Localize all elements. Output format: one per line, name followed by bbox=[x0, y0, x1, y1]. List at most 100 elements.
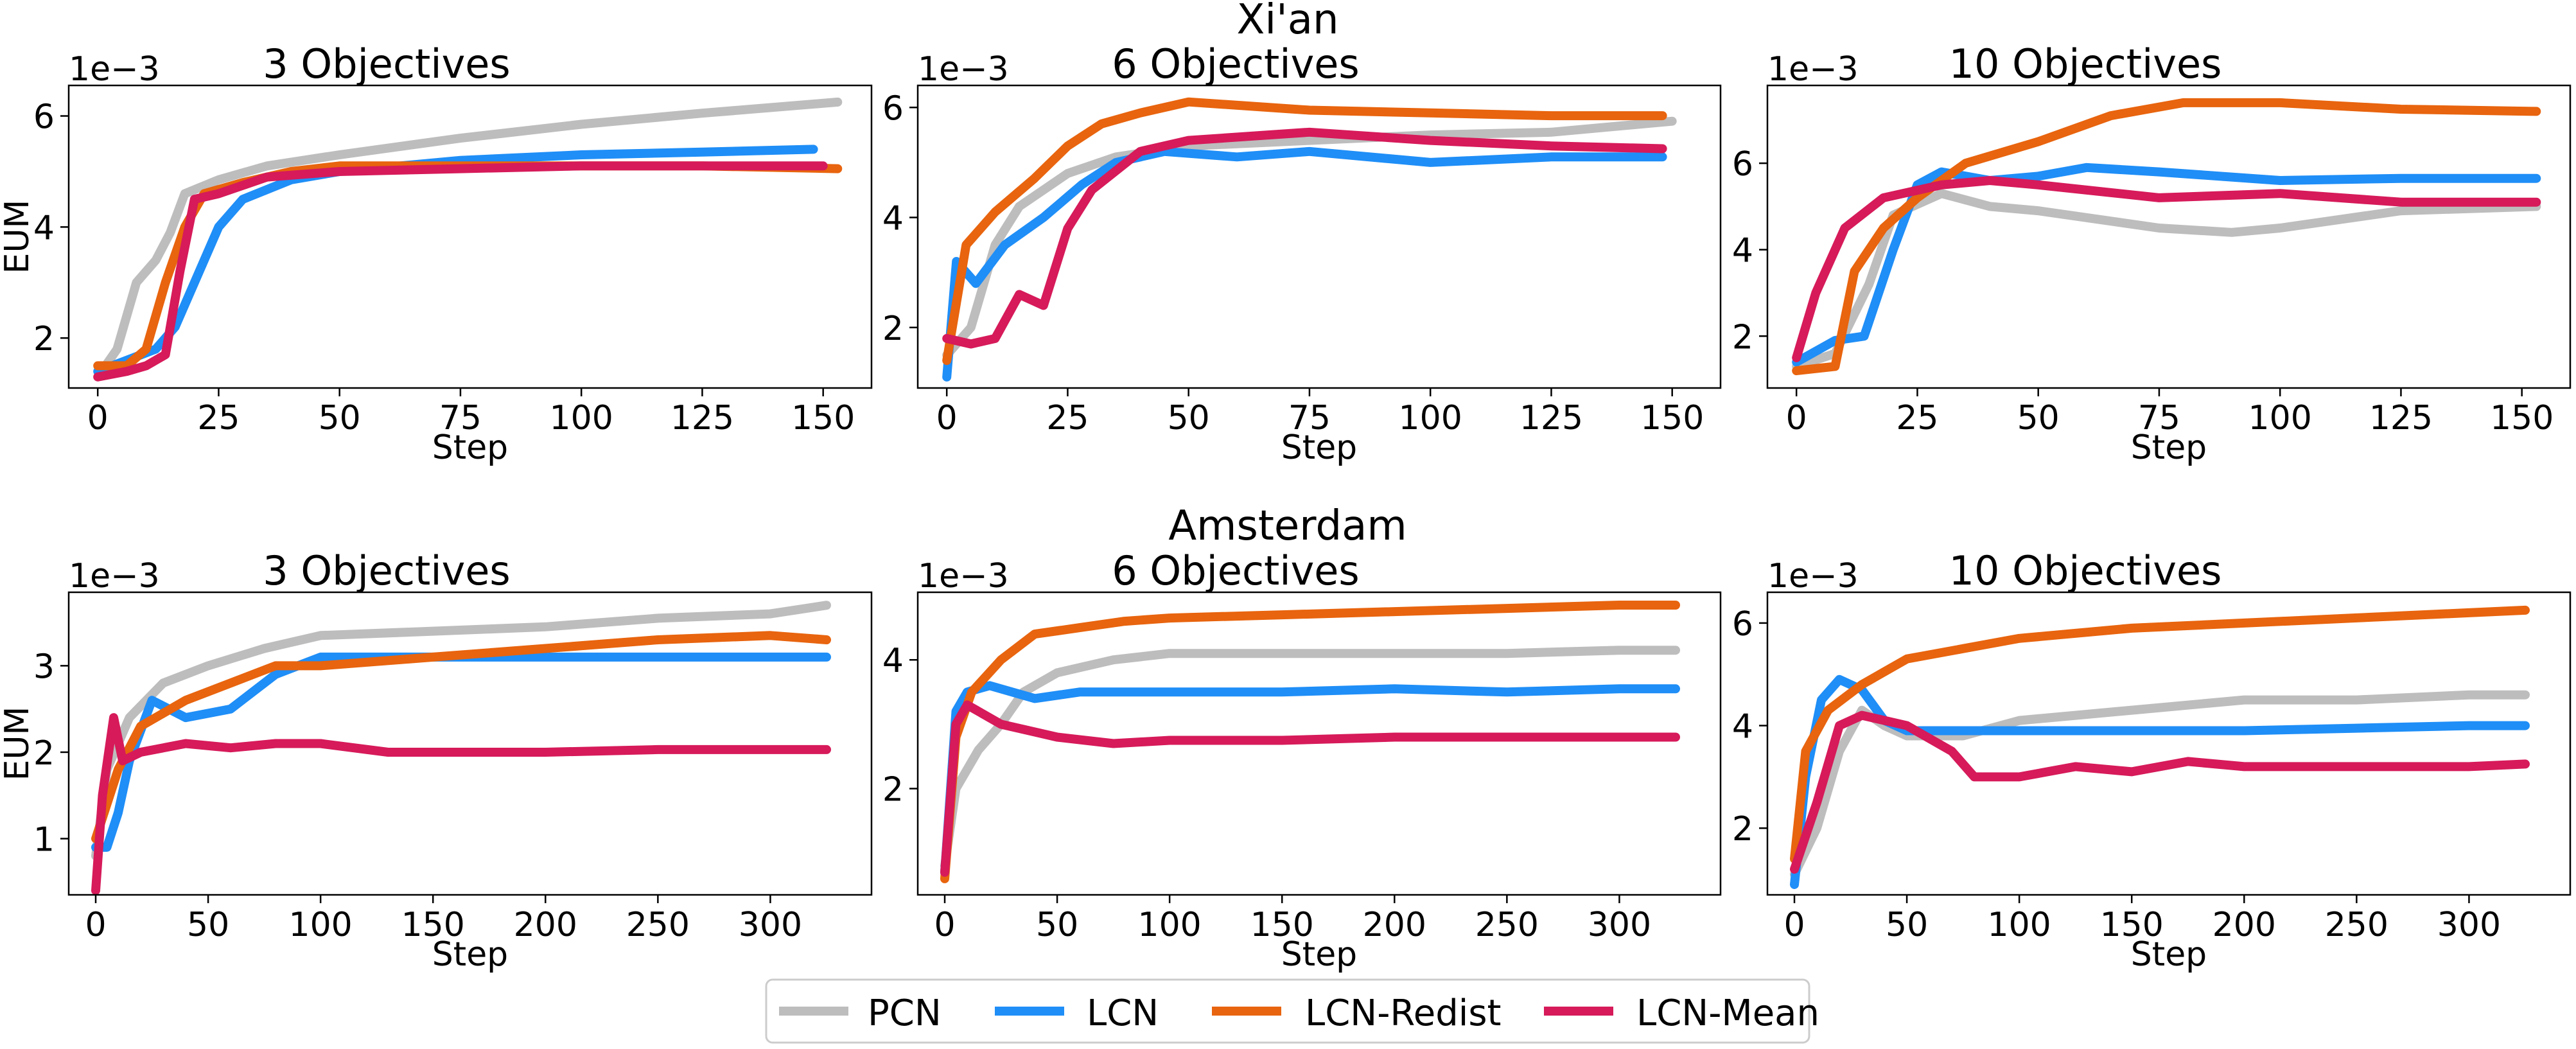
x-tick-label: 300 bbox=[1588, 906, 1651, 944]
subplot-amsterdam-3-objectives: 0 50 100 150 200 250 300 1 2 3 1e−3 3 Objectives Ste… bbox=[0, 547, 873, 974]
series-line-lcn-mean bbox=[1790, 710, 2530, 874]
subplot-amsterdam-6-objectives: 0 50 100 150 200 250 300 2 4 1e−3 6 Objectives Step bbox=[882, 547, 1722, 974]
y-tick-label: 2 bbox=[33, 320, 55, 358]
legend-label-lcn-redist: LCN-Redist bbox=[1305, 992, 1501, 1034]
x-tick-label: 50 bbox=[1886, 906, 1928, 944]
axes-frame bbox=[67, 591, 873, 896]
subplot-title: 3 Objectives bbox=[263, 40, 510, 87]
axis-scale-label: 1e−3 bbox=[1767, 557, 1859, 595]
x-tick-label: 125 bbox=[1520, 399, 1583, 437]
x-tick-label: 150 bbox=[1250, 906, 1314, 944]
x-tick-label: 100 bbox=[2248, 399, 2312, 437]
x-tick-label: 125 bbox=[670, 399, 734, 437]
series-line-lcn-mean bbox=[93, 161, 828, 382]
x-tick-label: 250 bbox=[626, 906, 690, 944]
subplot-title: 6 Objectives bbox=[1112, 547, 1359, 594]
x-tick-label: 150 bbox=[2100, 906, 2164, 944]
series-line-lcn-redist bbox=[942, 97, 1667, 366]
x-tick-label: 75 bbox=[1288, 399, 1331, 437]
series-line-lcn bbox=[91, 652, 831, 852]
y-tick-label: 6 bbox=[882, 89, 904, 128]
x-tick-label: 300 bbox=[2437, 906, 2501, 944]
axis-scale-label: 1e−3 bbox=[918, 557, 1009, 595]
x-tick-label: 100 bbox=[289, 906, 353, 944]
y-tick-label: 2 bbox=[33, 734, 55, 773]
x-tick-label: 150 bbox=[2490, 399, 2554, 437]
axes-frame bbox=[1766, 84, 2572, 389]
series-line-pcn bbox=[1792, 189, 2541, 371]
axis-scale-label: 1e−3 bbox=[69, 557, 160, 595]
series-line-pcn bbox=[91, 601, 831, 861]
series-line-lcn-redist bbox=[1790, 605, 2530, 864]
x-tick-label: 75 bbox=[439, 399, 482, 437]
x-tick-label: 100 bbox=[550, 399, 613, 437]
x-tick-label: 100 bbox=[1988, 906, 2051, 944]
y-tick-label: 6 bbox=[1732, 145, 1753, 184]
y-axis-label: EUM bbox=[0, 707, 37, 781]
x-tick-label: 200 bbox=[1363, 906, 1426, 944]
subplot-amsterdam-10-objectives: 0 50 100 150 200 250 300 2 4 6 1e−3 10 Objectives St… bbox=[1732, 547, 2572, 974]
axis-scale-label: 1e−3 bbox=[918, 50, 1009, 89]
x-axis-label: Step bbox=[2131, 428, 2207, 467]
subplot-title: 3 Objectives bbox=[263, 547, 510, 594]
subplot-title: 10 Objectives bbox=[1949, 547, 2222, 594]
y-tick-label: 4 bbox=[1732, 232, 1753, 270]
axis-scale-label: 1e−3 bbox=[1767, 50, 1859, 89]
series-line-lcn bbox=[93, 145, 818, 376]
x-tick-label: 0 bbox=[85, 906, 106, 944]
series-line-lcn-mean bbox=[1792, 176, 2541, 362]
x-tick-label: 50 bbox=[319, 399, 361, 437]
x-tick-label: 25 bbox=[1046, 399, 1089, 437]
y-tick-label: 4 bbox=[1732, 708, 1753, 746]
y-tick-label: 3 bbox=[33, 648, 55, 686]
x-tick-label: 150 bbox=[1640, 399, 1704, 437]
y-tick-label: 4 bbox=[882, 200, 904, 238]
x-tick-label: 150 bbox=[791, 399, 855, 437]
y-tick-label: 4 bbox=[882, 642, 904, 680]
row-title-xian: Xi'an bbox=[1237, 0, 1339, 44]
x-tick-label: 50 bbox=[2017, 399, 2060, 437]
series-line-lcn-redist bbox=[91, 631, 831, 843]
x-axis-label: Step bbox=[2131, 935, 2207, 974]
x-tick-label: 0 bbox=[87, 399, 109, 437]
series-line-lcn-mean bbox=[91, 713, 831, 895]
y-tick-label: 2 bbox=[882, 771, 904, 809]
legend-frame bbox=[765, 978, 1810, 1044]
x-tick-label: 125 bbox=[2369, 399, 2433, 437]
series-line-lcn bbox=[940, 681, 1680, 877]
x-tick-label: 50 bbox=[1168, 399, 1210, 437]
y-tick-label: 6 bbox=[1732, 605, 1753, 644]
series-line-lcn bbox=[942, 146, 1667, 382]
y-axis-label: EUM bbox=[0, 200, 37, 274]
series-line-lcn-mean bbox=[940, 700, 1680, 877]
y-tick-label: 2 bbox=[1732, 318, 1753, 357]
x-tick-label: 100 bbox=[1138, 906, 1202, 944]
x-tick-label: 0 bbox=[934, 906, 955, 944]
x-tick-label: 50 bbox=[1036, 906, 1078, 944]
x-tick-label: 0 bbox=[936, 399, 958, 437]
x-axis-label: Step bbox=[432, 428, 508, 467]
legend: PCN LCN LCN-Redist LCN-Mean bbox=[765, 978, 1819, 1044]
series-line-lcn-mean bbox=[942, 127, 1667, 349]
subplot-title: 10 Objectives bbox=[1949, 40, 2222, 87]
x-tick-label: 150 bbox=[401, 906, 465, 944]
axis-scale-label: 1e−3 bbox=[69, 50, 160, 89]
axes-frame bbox=[67, 84, 873, 389]
series-line-lcn bbox=[1790, 674, 2530, 889]
x-tick-label: 250 bbox=[1475, 906, 1539, 944]
x-tick-label: 25 bbox=[197, 399, 240, 437]
y-tick-label: 2 bbox=[1732, 810, 1753, 849]
x-tick-label: 0 bbox=[1786, 399, 1807, 437]
y-tick-label: 1 bbox=[33, 821, 55, 859]
legend-label-lcn: LCN bbox=[1087, 992, 1159, 1034]
y-tick-label: 2 bbox=[882, 310, 904, 348]
row-title-amsterdam: Amsterdam bbox=[1168, 502, 1406, 550]
series-line-lcn-redist bbox=[940, 601, 1680, 883]
y-tick-label: 6 bbox=[33, 98, 55, 137]
axes-frame bbox=[916, 591, 1722, 896]
legend-label-pcn: PCN bbox=[868, 992, 942, 1034]
series-line-lcn-redist bbox=[1792, 98, 2541, 376]
legend-label-lcn-mean: LCN-Mean bbox=[1636, 992, 1819, 1034]
subplot-xi-an-10-objectives: 0 25 50 75 100 125 150 2 4 6 1e−3 10 Objectives Step bbox=[1732, 40, 2572, 467]
